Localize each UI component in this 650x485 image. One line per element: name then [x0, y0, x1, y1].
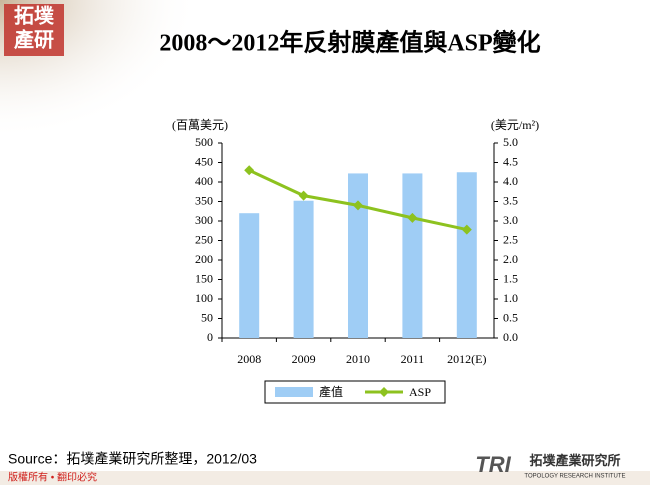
y2-tick-label: 1.0: [503, 291, 518, 305]
marker: [407, 212, 418, 223]
y2-tick-label: 5.0: [503, 135, 518, 149]
bar: [402, 173, 423, 338]
y-tick-label: 400: [195, 174, 213, 188]
y-tick-label: 0: [207, 330, 213, 344]
x-tick-label: 2012(E): [447, 352, 486, 366]
chart-title: 2008～2012年反射膜產值與ASP變化: [159, 29, 540, 57]
y2-tick-label: 4.5: [503, 154, 518, 168]
bar: [239, 213, 260, 338]
y-tick-label: 150: [195, 271, 213, 285]
legend-box: [264, 380, 446, 404]
y-tick-label: 50: [201, 310, 213, 324]
y-axis-title: (百萬美元): [172, 118, 228, 132]
logo-box: [4, 4, 64, 56]
y2-tick-label: 0.5: [503, 310, 518, 324]
y2-axis-title: (美元/m²): [491, 118, 539, 132]
y2-tick-label: 2.5: [503, 232, 518, 246]
x-tick-label: 2010: [346, 352, 370, 366]
org-name: 拓墣產業研究所: [529, 453, 620, 468]
y-tick-label: 100: [195, 291, 213, 305]
y2-tick-label: 2.0: [503, 252, 518, 266]
y-tick-label: 500: [195, 135, 213, 149]
bar: [348, 173, 368, 338]
legend-swatch: [275, 387, 313, 397]
legend-swatch: [379, 387, 389, 397]
footer-bar: [0, 471, 650, 485]
copyright: 版權所有 • 翻印必究: [8, 471, 97, 484]
y-tick-label: 450: [195, 154, 213, 168]
marker: [298, 190, 309, 201]
logo-text: 產研: [14, 28, 54, 52]
x-tick-label: 2011: [401, 352, 425, 366]
marker: [353, 200, 363, 211]
y-tick-label: 300: [195, 213, 213, 227]
logo-text: 拓墣: [14, 5, 55, 28]
legend-label: 產值: [319, 384, 343, 399]
y-tick-label: 350: [195, 193, 213, 207]
org-name-en: TOPOLOGY RESEARCH INSTITUTE: [524, 474, 625, 480]
y2-tick-label: 3.5: [503, 193, 518, 207]
y2-tick-label: 4.0: [503, 174, 518, 188]
brand: TRI: [475, 452, 511, 477]
y-tick-label: 250: [195, 232, 213, 246]
x-tick-label: 2008: [237, 352, 261, 366]
marker: [244, 165, 255, 176]
bar: [456, 172, 477, 338]
legend-label: ASP: [409, 385, 431, 399]
source: Source：拓墣產業研究所整理，2012/03: [8, 451, 257, 467]
x-tick-label: 2009: [292, 352, 316, 366]
y2-tick-label: 1.5: [503, 271, 518, 285]
y-tick-label: 200: [195, 252, 213, 266]
bar: [293, 200, 314, 338]
y2-tick-label: 3.0: [503, 213, 518, 227]
marker: [461, 224, 472, 235]
y2-tick-label: 0.0: [503, 330, 518, 344]
